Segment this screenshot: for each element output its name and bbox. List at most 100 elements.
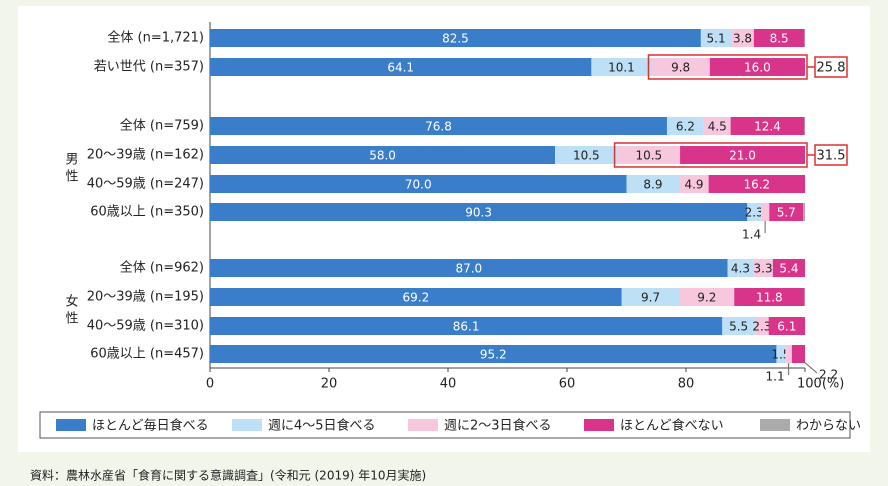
bar-segment bbox=[709, 58, 805, 76]
bar-segment bbox=[755, 317, 769, 335]
value-label: 2.3 bbox=[752, 320, 771, 334]
bar-segment bbox=[210, 117, 667, 135]
value-label: 9.8 bbox=[671, 61, 690, 75]
category-label: 60歳以上 (n=350) bbox=[90, 205, 204, 220]
bar-segment bbox=[210, 259, 728, 277]
bar-segment bbox=[730, 117, 805, 135]
panel bbox=[18, 6, 870, 452]
bar-segment bbox=[626, 175, 680, 193]
bar-segment bbox=[804, 117, 805, 135]
bar-segment bbox=[747, 203, 761, 221]
x-tick-label: 80 bbox=[678, 377, 695, 392]
value-label: 82.5 bbox=[442, 32, 469, 46]
bar-segment bbox=[785, 345, 792, 363]
bar-segment bbox=[804, 288, 805, 306]
bar-segment bbox=[680, 146, 805, 164]
legend-box bbox=[39, 411, 851, 439]
value-label: 10.5 bbox=[573, 149, 600, 163]
bar-segment bbox=[727, 259, 754, 277]
bar-segment bbox=[210, 175, 627, 193]
legend-label: 週に4～5日食べる bbox=[268, 418, 376, 434]
category-label: 全体 (n=962) bbox=[120, 260, 204, 276]
leader-line bbox=[802, 360, 818, 374]
value-label: 2.2 bbox=[819, 368, 838, 382]
bar-segment bbox=[772, 259, 805, 277]
value-label: 8.9 bbox=[643, 178, 662, 192]
bar-segment bbox=[679, 175, 709, 193]
bar-segment bbox=[555, 146, 618, 164]
value-label: 64.1 bbox=[387, 61, 414, 75]
value-label: 4.9 bbox=[684, 178, 703, 192]
value-label: 6.1 bbox=[777, 320, 796, 334]
legend-label: ほとんど食べない bbox=[620, 418, 724, 434]
value-label: 3.8 bbox=[733, 32, 752, 46]
bar-segment bbox=[679, 288, 735, 306]
value-label: 10.5 bbox=[635, 149, 662, 163]
bar-segment bbox=[804, 29, 805, 47]
value-label: 5.4 bbox=[779, 262, 798, 276]
legend-label: ほとんど毎日食べる bbox=[92, 418, 209, 434]
bar-segment bbox=[760, 203, 770, 221]
bar-segment bbox=[591, 58, 652, 76]
value-label: 70.0 bbox=[405, 178, 432, 192]
value-label: 12.4 bbox=[754, 120, 781, 134]
bar-segment bbox=[617, 146, 681, 164]
value-label: 16.0 bbox=[744, 61, 771, 75]
bar-segment bbox=[666, 117, 704, 135]
category-label: 若い世代 (n=357) bbox=[94, 59, 204, 75]
value-label: 9.2 bbox=[697, 291, 716, 305]
callout-value: 31.5 bbox=[817, 149, 846, 164]
value-label: 5.7 bbox=[777, 206, 796, 220]
legend-swatch bbox=[232, 419, 262, 431]
legend-swatch bbox=[56, 419, 86, 431]
bar-segment bbox=[210, 58, 592, 76]
callout-value-box bbox=[814, 144, 848, 166]
value-label: 8.5 bbox=[770, 32, 789, 46]
value-label: 87.0 bbox=[455, 262, 482, 276]
value-label: 69.2 bbox=[403, 291, 430, 305]
legend-swatch bbox=[584, 419, 614, 431]
bar-segment bbox=[210, 203, 748, 221]
bar-segment bbox=[722, 317, 756, 335]
bar-segment bbox=[753, 29, 805, 47]
x-tick-label: 20 bbox=[321, 377, 338, 392]
bar-segment bbox=[803, 203, 805, 221]
value-label: 58.0 bbox=[369, 149, 396, 163]
value-label: 10.1 bbox=[608, 61, 635, 75]
value-label: 9.7 bbox=[641, 291, 660, 305]
category-label: 全体 (n=1,721) bbox=[107, 30, 204, 46]
value-label: 4.3 bbox=[731, 262, 750, 276]
group-label: 女性 bbox=[63, 293, 79, 328]
bar-segment bbox=[651, 58, 710, 76]
bar-segment bbox=[769, 203, 804, 221]
bar-segment bbox=[703, 117, 731, 135]
bar-segment bbox=[210, 345, 777, 363]
value-label: 90.3 bbox=[465, 206, 492, 220]
bar-segment bbox=[210, 29, 701, 47]
callout-value-box bbox=[814, 56, 848, 78]
source: 資料：農林水産省「食育に関する意識調査」(令和元 (2019) 年10月実施) bbox=[30, 468, 426, 483]
value-label: 86.1 bbox=[453, 320, 480, 334]
bar-segment bbox=[753, 259, 773, 277]
group-label: 男性 bbox=[63, 152, 79, 186]
value-label: 76.8 bbox=[425, 120, 452, 134]
bar-segment bbox=[776, 345, 786, 363]
category-label: 全体 (n=759) bbox=[120, 118, 204, 134]
legend-swatch bbox=[408, 419, 438, 431]
category-label: 40～59歳 (n=247) bbox=[87, 177, 204, 192]
legend-label: わからない bbox=[796, 419, 861, 434]
value-label: 95.2 bbox=[480, 348, 507, 362]
value-label: 4.5 bbox=[708, 120, 727, 134]
bar-segment bbox=[210, 146, 556, 164]
bar-segment bbox=[210, 288, 622, 306]
x-tick-label: 60 bbox=[559, 377, 576, 392]
bar-segment bbox=[768, 317, 805, 335]
bar-segment bbox=[791, 345, 805, 363]
bar-segment bbox=[731, 29, 754, 47]
value-label: 1.1 bbox=[766, 370, 785, 384]
category-label: 20～39歳 (n=162) bbox=[87, 148, 204, 163]
bar-segment bbox=[210, 317, 723, 335]
callout-value: 25.8 bbox=[817, 61, 846, 76]
